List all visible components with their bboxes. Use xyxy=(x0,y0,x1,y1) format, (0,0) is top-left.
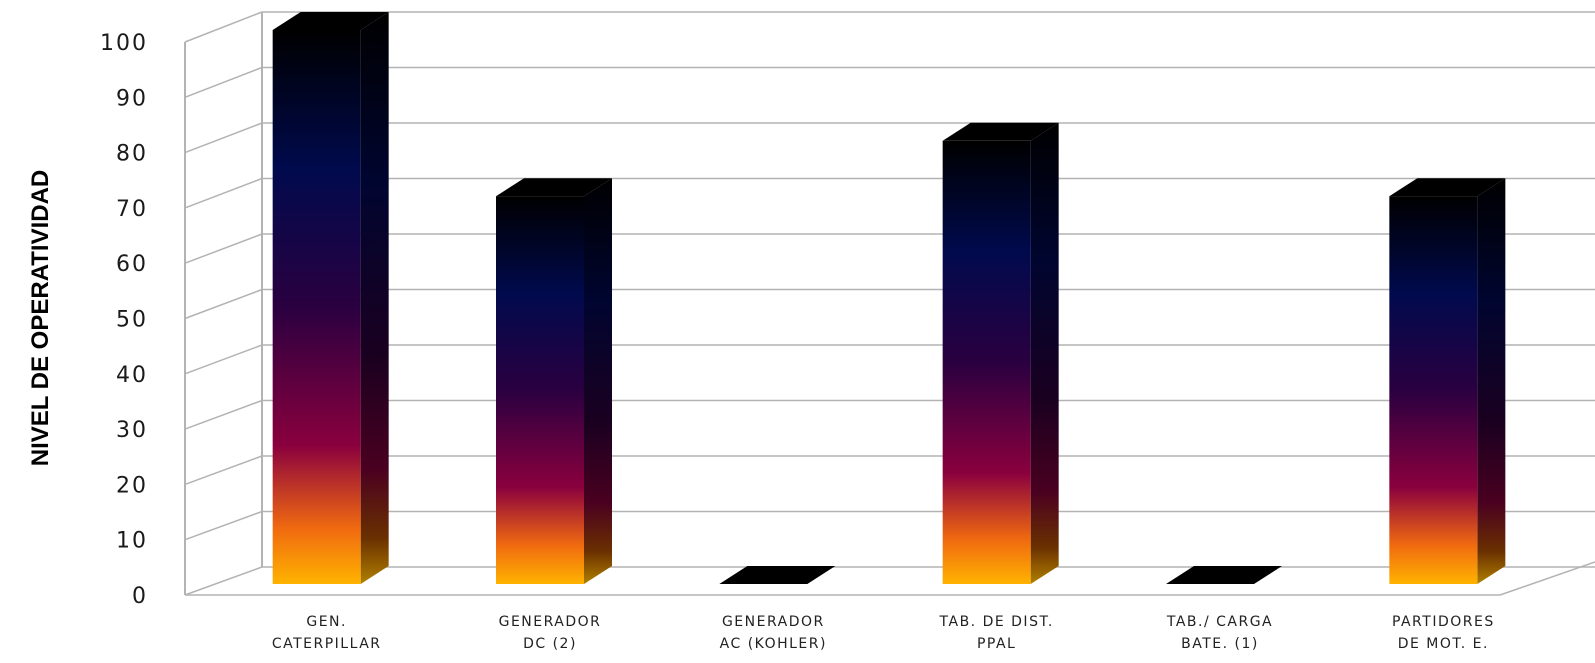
x-category-label-line: PPAL xyxy=(977,636,1016,652)
bar-front xyxy=(272,30,361,584)
x-category-label: GENERADOR DC (2) xyxy=(499,614,602,652)
x-category-label-line: PARTIDORES xyxy=(1392,614,1495,630)
gridline-diagonal xyxy=(184,11,263,43)
bar-top xyxy=(942,122,1059,141)
bar-top xyxy=(1389,178,1506,197)
x-category-label-line: AC (KOHLER) xyxy=(720,636,827,652)
gridline-diagonal xyxy=(184,233,263,264)
y-tick-label: 50 xyxy=(116,308,148,333)
x-category-label-line: TAB. DE DIST. xyxy=(939,614,1054,630)
x-category-label-line: GENERADOR xyxy=(722,614,825,630)
x-category-label: GEN. CATERPILLAR xyxy=(272,614,382,652)
y-tick-label: 20 xyxy=(116,473,148,498)
bar xyxy=(496,178,612,584)
bar-front xyxy=(496,196,584,584)
y-axis-label: NIVEL DE OPERATIVIDAD xyxy=(27,170,54,466)
bar xyxy=(272,12,389,584)
x-category-label: TAB./ CARGA BATE. (1) xyxy=(1166,614,1273,652)
bar-front xyxy=(1389,196,1478,584)
gridline-diagonal xyxy=(184,288,263,320)
bar-top xyxy=(719,566,836,584)
bar-side xyxy=(1477,178,1506,584)
gridline-diagonal xyxy=(184,566,263,596)
x-category-label: TAB. DE DIST. PPAL xyxy=(939,614,1054,652)
y-tick-label: 80 xyxy=(116,142,148,167)
bar xyxy=(1166,566,1282,584)
x-category-label: PARTIDORES DE MOT. E. xyxy=(1392,614,1495,652)
gridline-diagonal xyxy=(184,177,263,209)
bar xyxy=(1389,178,1506,584)
bar-top xyxy=(1166,566,1282,584)
gridline-diagonal xyxy=(184,344,263,375)
y-tick-label: 90 xyxy=(116,86,148,111)
x-category-label-line: GEN. xyxy=(306,614,347,630)
bar xyxy=(719,566,836,584)
bar-side xyxy=(584,178,612,584)
x-axis-categories: GEN. CATERPILLAR GENERADOR DC (2) GENERADOR A… xyxy=(272,614,1495,652)
bar xyxy=(942,122,1059,585)
gridline-diagonal xyxy=(184,399,263,430)
y-tick-label: 60 xyxy=(116,252,148,277)
gridline-diagonal xyxy=(184,66,263,98)
bar-side xyxy=(360,12,389,584)
x-category-label-line: TAB./ CARGA xyxy=(1166,614,1273,630)
x-category-label-line: BATE. (1) xyxy=(1181,636,1259,652)
y-tick-label: 70 xyxy=(116,197,148,222)
floor-right-edge xyxy=(1499,561,1595,596)
x-category-label-line: DC (2) xyxy=(523,636,577,652)
x-category-label-line: DE MOT. E. xyxy=(1398,636,1489,652)
bar-top xyxy=(272,12,389,30)
bar-side xyxy=(1030,122,1059,585)
y-tick-label: 40 xyxy=(116,363,148,388)
x-category-label-line: CATERPILLAR xyxy=(272,636,382,652)
y-tick-label: 30 xyxy=(116,418,148,443)
x-category-label: GENERADOR AC (KOHLER) xyxy=(720,614,827,652)
y-tick-label: 0 xyxy=(132,584,148,609)
gridlines xyxy=(184,11,1595,596)
x-category-label-line: GENERADOR xyxy=(499,614,602,630)
gridline-diagonal xyxy=(184,122,263,154)
y-tick-label: 100 xyxy=(100,31,148,56)
y-tick-label: 10 xyxy=(116,529,148,554)
gridline-diagonal xyxy=(184,455,263,486)
bar-front xyxy=(942,140,1031,585)
bar-top xyxy=(496,178,612,197)
y-axis-ticks: 0 10 20 30 40 50 60 70 80 90 100 xyxy=(100,31,148,609)
gridline-diagonal xyxy=(184,510,263,541)
bars xyxy=(272,12,1506,585)
